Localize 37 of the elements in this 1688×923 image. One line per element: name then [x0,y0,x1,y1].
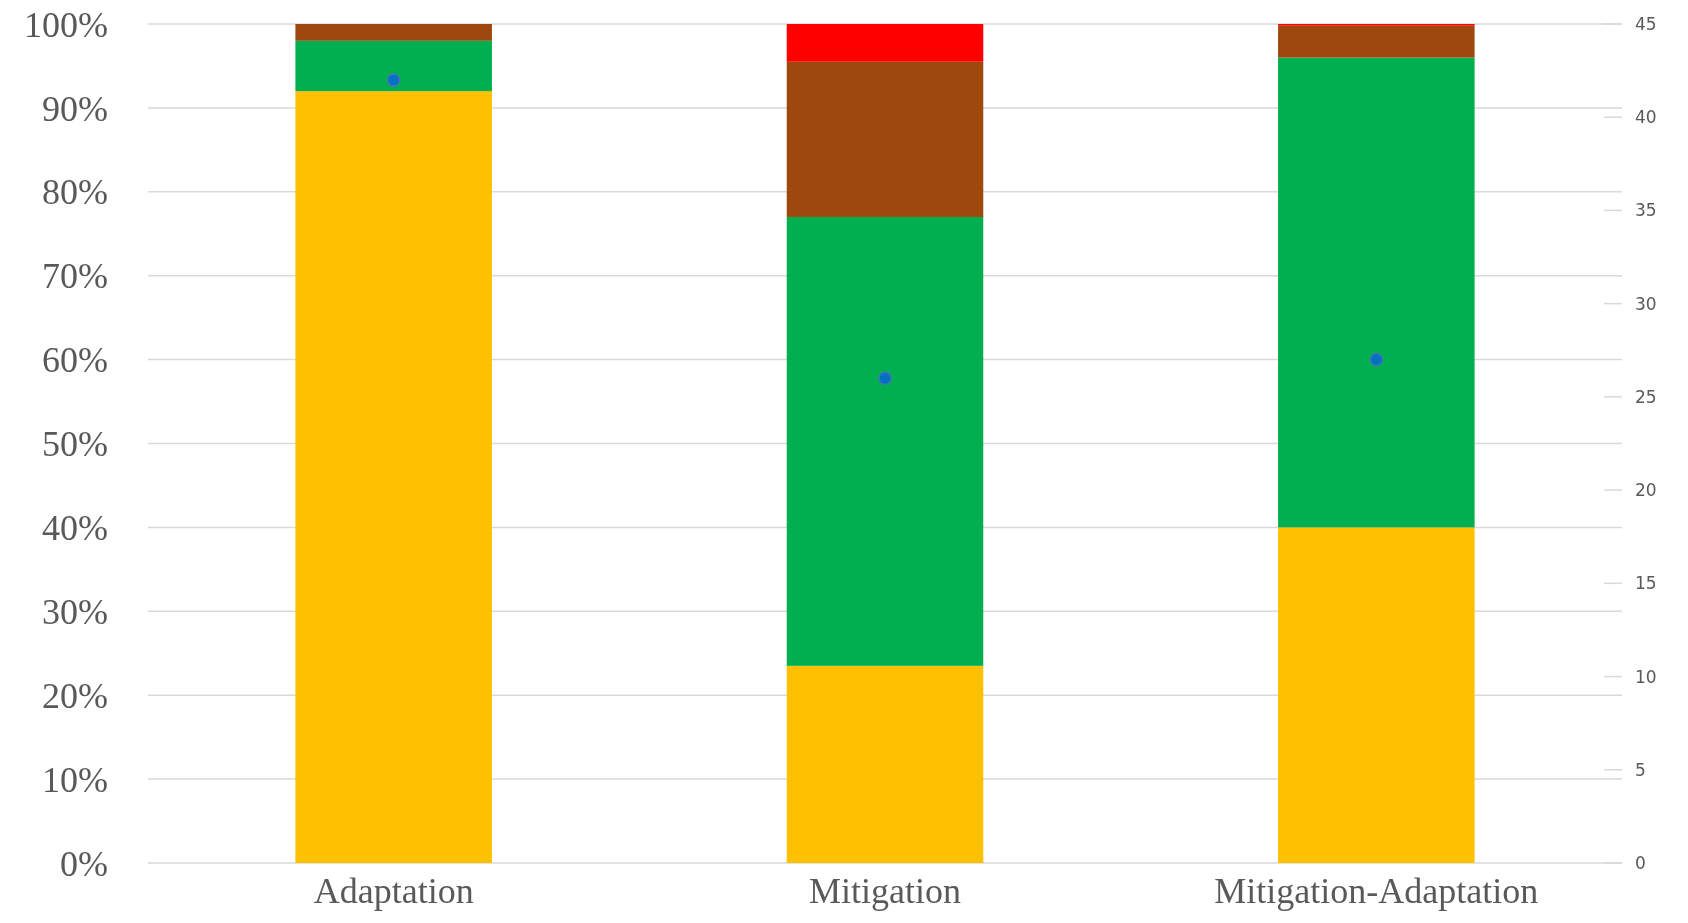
point [878,371,892,385]
bar [786,216,984,666]
point [386,73,401,87]
y2-tick-label: 30 [1635,293,1657,314]
y-tick-label: 30% [42,591,108,632]
y2-tick-label: 20 [1635,480,1657,501]
y-tick-label: 40% [42,508,108,548]
y-tick-label: 20% [42,675,108,716]
y-tick-label: 80% [42,172,108,213]
bar [786,665,984,863]
x-tick-label: Mitigation [809,871,961,911]
bar [295,40,492,92]
y-tick-label: 90% [42,88,108,129]
bar [1278,25,1475,58]
y-tick-label: 0% [60,843,108,884]
bar [786,61,984,217]
y2-tick-label: 5 [1635,759,1646,780]
y-tick-label: 70% [42,256,108,297]
bar [1278,527,1475,863]
bar [295,24,492,41]
y2-tick-label: 10 [1635,666,1657,687]
point [1369,352,1384,367]
y2-tick-label: 15 [1635,573,1657,594]
y-tick-label: 60% [42,340,108,381]
y2-tick-label: 35 [1635,200,1657,221]
y2-tick-label: 25 [1635,386,1657,407]
bar [295,91,492,863]
y-tick-label: 100% [24,4,108,45]
y2-tick-label: 40 [1635,107,1657,128]
y2-tick-label: 0 [1635,852,1646,873]
bar [1278,57,1475,528]
x-tick-label: Mitigation-Adaptation [1214,871,1539,911]
y-tick-label: 10% [42,759,108,800]
bar [786,24,984,62]
x-tick-label: Adaptation [313,871,474,911]
y2-tick-label: 45 [1635,13,1657,34]
y-tick-label: 50% [42,424,108,465]
